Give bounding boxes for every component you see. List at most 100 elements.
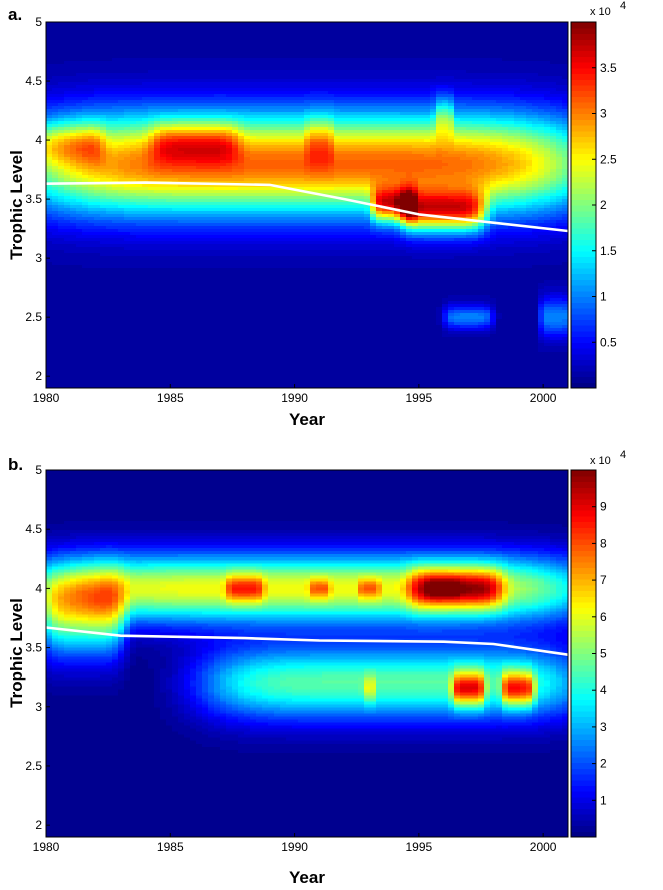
heatmap-cell [394,109,401,113]
heatmap-cell [76,139,83,143]
heatmap-cell [310,91,317,95]
heatmap-cell [94,97,101,101]
heatmap-cell [346,163,353,167]
heatmap-cell [262,52,269,56]
heatmap-cell [370,49,377,53]
heatmap-cell [256,88,263,92]
heatmap-cell [304,46,311,50]
heatmap-cell [556,79,563,83]
heatmap-cell [190,67,197,71]
heatmap-cell [364,43,371,47]
heatmap-cell [478,142,485,146]
heatmap-cell [532,43,539,47]
heatmap-cell [262,139,269,143]
heatmap-cell [364,115,371,119]
heatmap-cell [442,25,449,29]
heatmap-cell [538,70,545,74]
heatmap-cell [172,85,179,89]
heatmap-cell [562,130,569,134]
heatmap-cell [322,163,329,167]
heatmap-cell [232,91,239,95]
heatmap-cell [334,154,341,158]
heatmap-cell [358,52,365,56]
heatmap-cell [472,91,479,95]
heatmap-cell [508,139,515,143]
heatmap-cell [70,82,77,86]
heatmap-cell [76,154,83,158]
heatmap-cell [262,130,269,134]
heatmap-cell [124,142,131,146]
heatmap-cell [406,148,413,152]
heatmap-cell [502,70,509,74]
heatmap-cell [382,136,389,140]
heatmap-cell [64,64,71,68]
heatmap-cell [208,145,215,149]
heatmap-cell [262,124,269,128]
heatmap-cell [136,139,143,143]
heatmap-cell [106,43,113,47]
heatmap-cell [100,91,107,95]
heatmap-cell [406,118,413,122]
heatmap-cell [484,76,491,80]
heatmap-cell [340,106,347,110]
heatmap-cell [352,49,359,53]
heatmap-cell [328,28,335,32]
heatmap-cell [460,97,467,101]
heatmap-cell [298,109,305,113]
heatmap-cell [106,136,113,140]
heatmap-cell [526,142,533,146]
heatmap-cell [472,70,479,74]
heatmap-cell [208,64,215,68]
heatmap-cell [76,142,83,146]
heatmap-cell [454,82,461,86]
heatmap-cell [70,145,77,149]
heatmap-cell [514,118,521,122]
heatmap-cell [352,43,359,47]
heatmap-cell [220,22,227,26]
heatmap-cell [478,115,485,119]
heatmap-cell [82,55,89,59]
heatmap-cell [274,82,281,86]
heatmap-cell [400,121,407,125]
heatmap-cell [496,76,503,80]
heatmap-cell [490,142,497,146]
heatmap-cell [64,157,71,161]
heatmap-cell [352,94,359,98]
heatmap-cell [538,157,545,161]
heatmap-cell [94,115,101,119]
heatmap-cell [274,166,281,170]
heatmap-cell [322,157,329,161]
heatmap-cell [466,124,473,128]
heatmap-cell [352,139,359,143]
heatmap-cell [196,142,203,146]
heatmap-cell [364,34,371,38]
heatmap-cell [556,118,563,122]
heatmap-cell [376,31,383,35]
heatmap-cell [472,148,479,152]
heatmap-cell [76,25,83,29]
heatmap-cell [442,139,449,143]
heatmap-cell [226,37,233,41]
heatmap-cell [454,61,461,65]
heatmap-cell [550,157,557,161]
heatmap-cell [136,148,143,152]
heatmap-cell [112,118,119,122]
heatmap-cell [70,112,77,116]
heatmap-cell [508,115,515,119]
heatmap-cell [100,61,107,65]
heatmap-cell [430,88,437,92]
heatmap-cell [232,151,239,155]
heatmap-cell [556,130,563,134]
heatmap-cell [166,31,173,35]
heatmap-cell [154,61,161,65]
heatmap-cell [64,52,71,56]
heatmap-cell [346,82,353,86]
heatmap-cell [346,34,353,38]
heatmap-cell [52,148,59,152]
heatmap-cell [232,49,239,53]
heatmap-cell [340,136,347,140]
heatmap-cell [520,58,527,62]
heatmap-cell [310,58,317,62]
heatmap-cell [418,37,425,41]
heatmap-cell [520,103,527,107]
